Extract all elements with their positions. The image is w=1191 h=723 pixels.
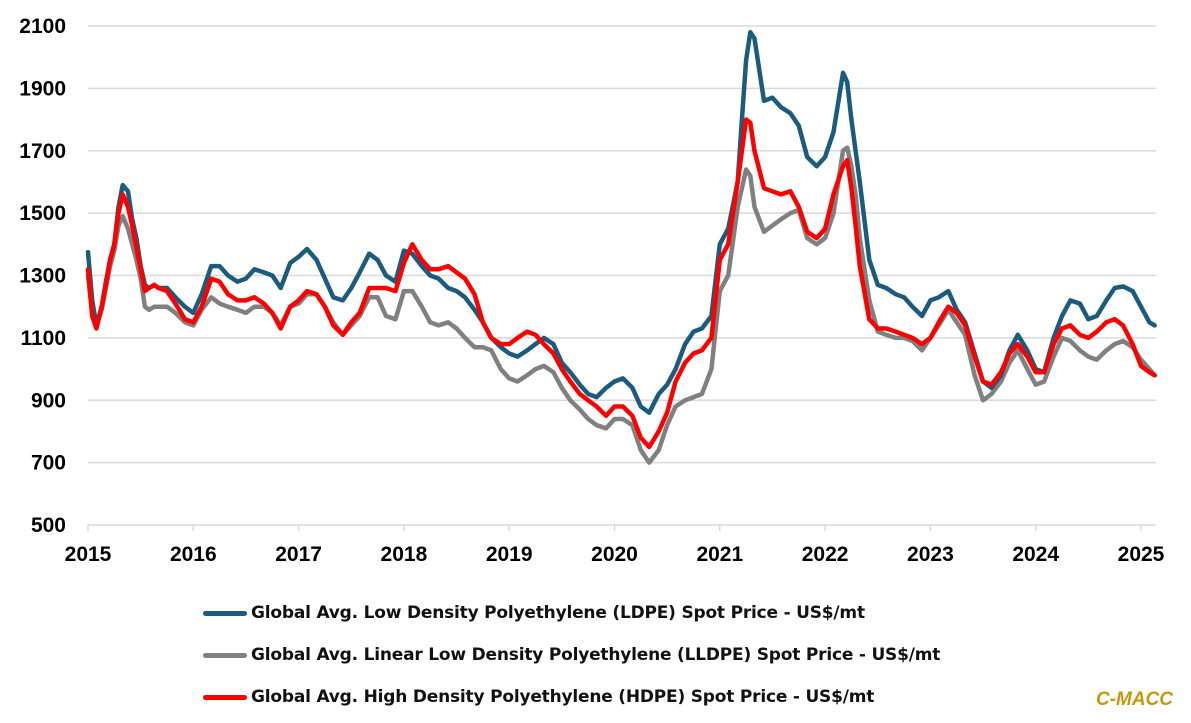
y-tick-label: 900 <box>31 389 66 412</box>
x-tick-label: 2021 <box>696 543 743 566</box>
legend-item-hdpe: Global Avg. High Density Polyethylene (H… <box>203 676 940 718</box>
watermark-logo: C-MACC <box>1095 689 1173 710</box>
y-tick-label: 2100 <box>19 15 66 38</box>
x-tick-label: 2022 <box>802 543 849 566</box>
legend-label-lldpe: Global Avg. Linear Low Density Polyethyl… <box>251 645 941 665</box>
y-tick-label: 500 <box>31 514 66 537</box>
y-tick-label: 1500 <box>19 202 66 225</box>
x-axis-tick-labels: 2015 2016 2017 2018 2019 2020 2021 2022 2023 2024… <box>65 543 1165 566</box>
x-tick-label: 2020 <box>591 543 638 566</box>
series-line-ldpe <box>85 29 1157 415</box>
series-line-hdpe <box>85 117 1157 450</box>
series-line-lldpe <box>85 145 1157 465</box>
legend-swatch-lldpe <box>203 652 247 658</box>
x-tick-label: 2025 <box>1118 543 1165 566</box>
y-tick-label: 1100 <box>20 327 66 350</box>
x-tick-label: 2024 <box>1012 543 1059 566</box>
series-lines <box>85 29 1157 465</box>
x-axis <box>87 524 1156 531</box>
gridlines <box>88 25 1156 464</box>
y-tick-label: 1700 <box>19 140 66 163</box>
legend-item-ldpe: Global Avg. Low Density Polyethylene (LD… <box>203 592 940 634</box>
legend-label-hdpe: Global Avg. High Density Polyethylene (H… <box>251 687 875 707</box>
x-tick-label: 2019 <box>486 543 533 566</box>
y-axis-tick-labels: 500 700 900 1100 1300 1500 1700 1900 2100 <box>19 15 66 537</box>
x-tick-label: 2018 <box>381 543 428 566</box>
x-tick-label: 2017 <box>275 543 322 566</box>
legend-item-lldpe: Global Avg. Linear Low Density Polyethyl… <box>203 634 940 676</box>
y-tick-label: 1900 <box>19 77 66 100</box>
y-tick-label: 1300 <box>19 265 66 288</box>
x-tick-label: 2016 <box>170 543 217 566</box>
legend-swatch-ldpe <box>203 610 247 616</box>
x-tick-label: 2023 <box>907 543 954 566</box>
legend: Global Avg. Low Density Polyethylene (LD… <box>203 592 940 718</box>
legend-swatch-hdpe <box>203 694 247 700</box>
y-tick-label: 700 <box>31 452 66 475</box>
x-tick-label: 2015 <box>65 543 112 566</box>
legend-label-ldpe: Global Avg. Low Density Polyethylene (LD… <box>251 603 865 623</box>
